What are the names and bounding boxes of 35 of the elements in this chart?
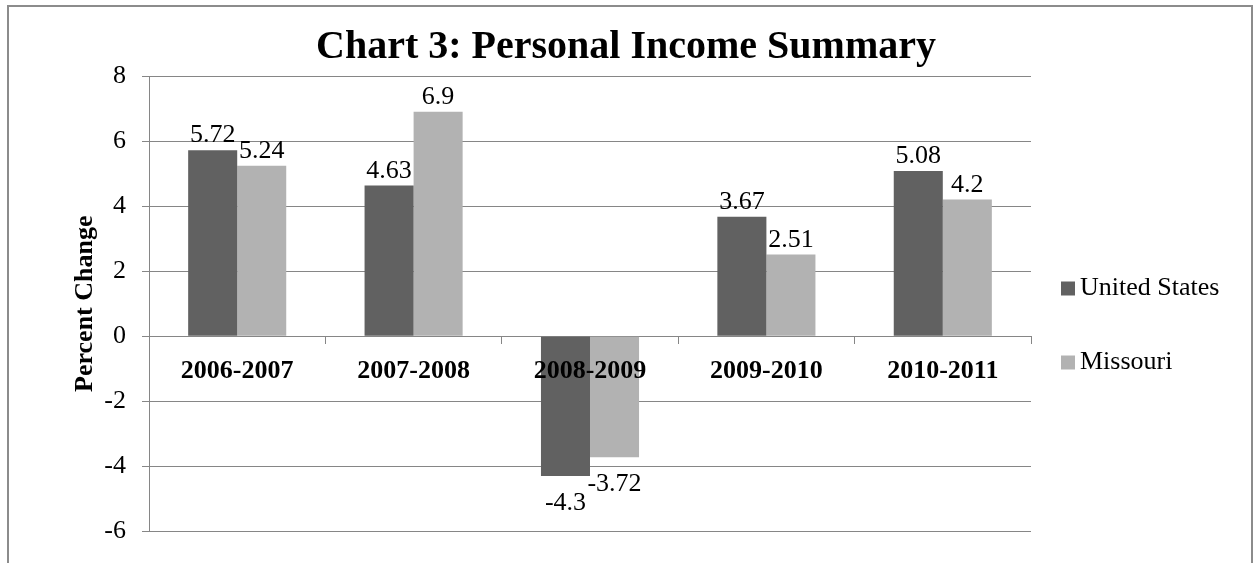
x-tick-label: 2009-2010 <box>710 354 823 384</box>
y-tick-label: 4 <box>113 189 126 219</box>
bar <box>766 254 816 336</box>
bar <box>237 165 287 336</box>
y-axis-title: Percent Change <box>69 215 99 392</box>
data-label: 6.9 <box>421 80 455 110</box>
data-label: 3.67 <box>719 185 765 215</box>
y-tick-label: -2 <box>104 385 126 415</box>
y-tick-label: -4 <box>104 450 126 480</box>
data-label: 2.51 <box>768 223 814 253</box>
y-tick-label: 6 <box>113 124 126 154</box>
chart-title: Chart 3: Personal Income Summary <box>316 22 936 68</box>
bar <box>364 185 414 336</box>
x-tick-label: 2008-2009 <box>533 354 647 384</box>
legend-label: United States <box>1080 272 1220 302</box>
data-label: -3.72 <box>587 468 642 498</box>
y-tick-label: 8 <box>113 59 126 89</box>
data-label: 4.2 <box>951 168 984 198</box>
data-label: -4.3 <box>544 486 587 516</box>
y-tick-label: -6 <box>104 515 126 545</box>
bar <box>717 216 767 336</box>
bar <box>942 199 992 336</box>
data-label: 5.72 <box>189 119 236 149</box>
bar <box>893 170 943 336</box>
y-tick-label: 2 <box>113 255 126 284</box>
legend-label: Missouri <box>1080 346 1173 376</box>
x-tick-label: 2010-2011 <box>887 354 999 384</box>
y-tick-label: 0 <box>113 320 126 350</box>
bar <box>188 150 238 336</box>
data-label: 5.24 <box>238 134 285 164</box>
data-label: 5.08 <box>895 139 942 169</box>
x-tick-label: 2006-2007 <box>180 354 294 384</box>
x-tick-label: 2007-2008 <box>357 354 470 384</box>
data-label: 4.63 <box>366 154 412 184</box>
bar <box>413 111 463 336</box>
